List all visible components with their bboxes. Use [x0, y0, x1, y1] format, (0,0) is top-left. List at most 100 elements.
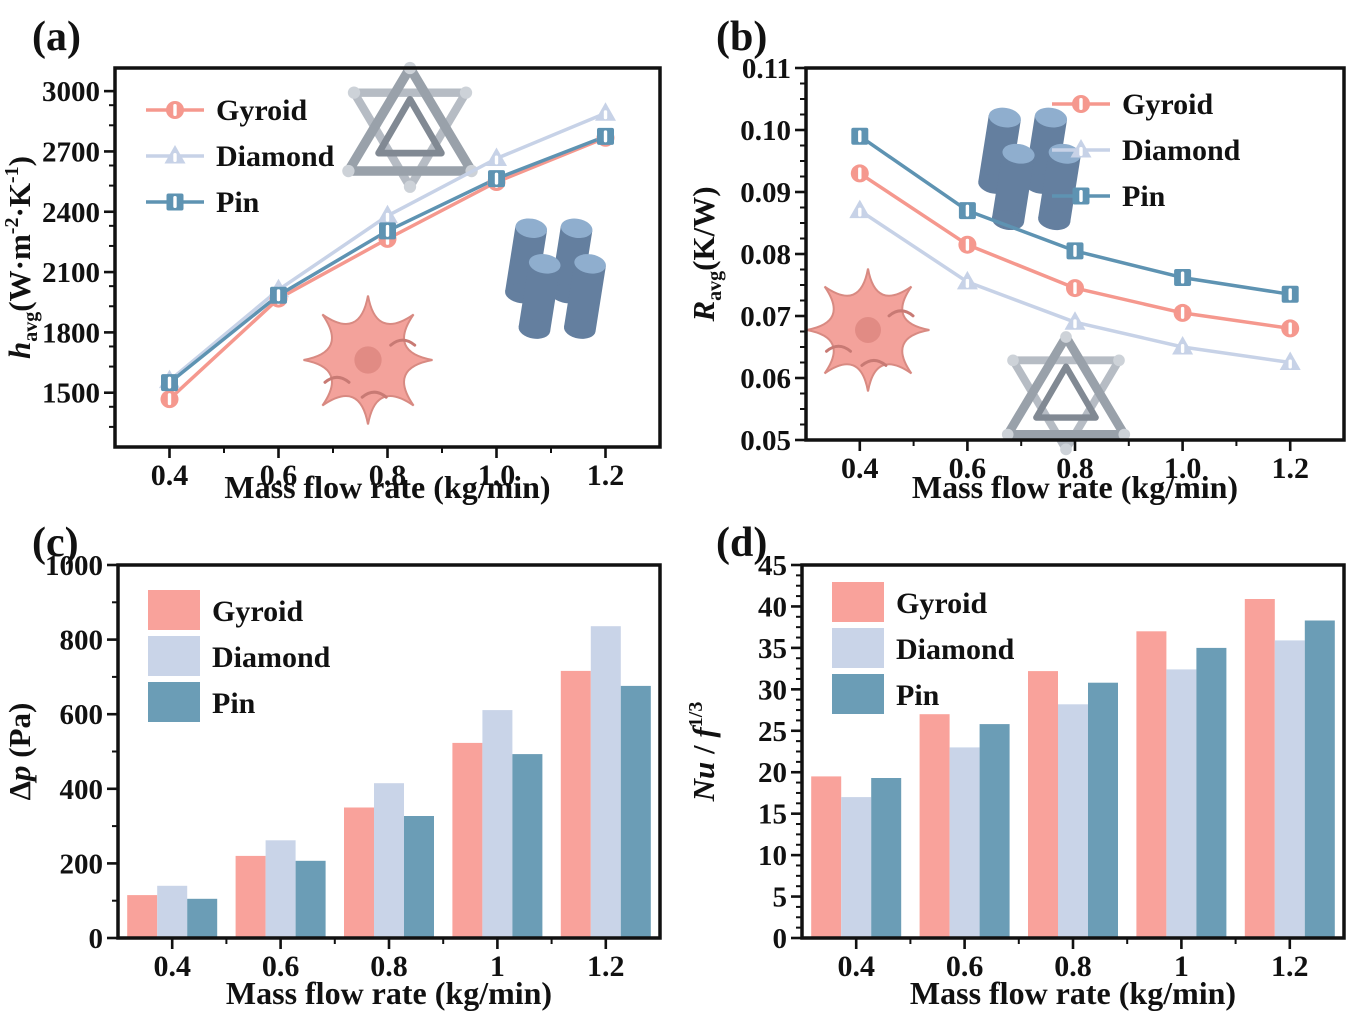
bar — [841, 797, 872, 938]
bar — [482, 710, 513, 938]
bar — [560, 670, 591, 938]
bar — [1304, 620, 1335, 938]
legend-item-gyroid: Gyroid — [832, 582, 987, 622]
y-tick-label: 0 — [773, 923, 788, 955]
panel-b: 0.4 0.6 0.8 1.0 1.2 0.05 0.06 0.07 0.08 0.09 0.10 0… — [684, 0, 1368, 506]
bar — [452, 742, 483, 938]
x-tick-label: 0.6 — [262, 950, 300, 983]
x-axis: 0.4 0.6 0.8 1.0 1.2 — [151, 447, 624, 492]
y-tick-label: 3000 — [42, 76, 100, 108]
data-point — [850, 164, 869, 183]
y-tick-label: 5 — [773, 882, 788, 914]
x-tick-label: 1 — [490, 950, 505, 983]
bar — [1274, 640, 1305, 938]
bar — [979, 724, 1010, 938]
data-point — [379, 222, 396, 240]
y-tick-label: 2400 — [42, 197, 100, 229]
legend: Gyroid Diamond Pin — [146, 94, 335, 219]
markers-pin — [161, 127, 614, 392]
y-axis: 0 200 400 600 800 1000 — [45, 550, 118, 955]
legend-label: Diamond — [216, 140, 335, 173]
data-point — [1173, 303, 1192, 322]
data-point — [161, 374, 178, 392]
legend-label: Gyroid — [1122, 88, 1213, 121]
bar — [871, 778, 902, 938]
y-tick-label: 200 — [60, 848, 104, 880]
legend-item-diamond: Diamond — [832, 628, 1015, 668]
panel-c: 0.4 0.6 0.8 1 1.2 0 200 400 600 800 1000 Mass flow … — [0, 506, 684, 1012]
y-tick-label: 0.09 — [740, 177, 791, 209]
y-tick-label: 15 — [758, 799, 787, 831]
bars-gyroid — [811, 599, 1275, 938]
bar — [1058, 704, 1088, 938]
legend-item-gyroid: Gyroid — [148, 590, 303, 630]
legend-item-pin: Pin — [1052, 180, 1166, 213]
markers-diamond — [849, 199, 1301, 370]
bars-pin — [871, 620, 1335, 938]
panel-label: (b) — [716, 14, 767, 60]
y-tick-label: 35 — [758, 633, 787, 665]
data-point — [160, 390, 179, 409]
y-tick-label: 2700 — [42, 136, 100, 168]
legend-item-pin: Pin — [146, 186, 260, 219]
y-tick-label: 40 — [758, 591, 787, 623]
y-axis-title: Nu / f1/3 — [685, 702, 721, 803]
y-tick-label: 0 — [89, 923, 104, 955]
y-tick-label: 1000 — [45, 550, 103, 582]
y-tick-label: 0.05 — [740, 425, 791, 457]
legend-label: Diamond — [1122, 134, 1241, 167]
data-point — [1174, 269, 1192, 287]
data-point — [166, 193, 184, 211]
bars-diamond — [157, 626, 621, 938]
data-point — [1066, 279, 1084, 298]
bar — [919, 714, 950, 938]
bar — [344, 807, 374, 938]
legend-item-diamond: Diamond — [146, 140, 335, 173]
y-tick-label: 2100 — [42, 257, 100, 289]
x-tick-label: 0.8 — [1054, 950, 1092, 983]
gyroid-structure-image — [303, 295, 433, 425]
data-point — [1281, 319, 1300, 338]
bar — [1136, 631, 1167, 938]
x-axis-title: Mass flow rate (kg/min) — [226, 975, 552, 1011]
x-tick-label: 1 — [1174, 950, 1189, 983]
bar — [1196, 647, 1227, 938]
x-axis-title: Mass flow rate (kg/min) — [912, 469, 1238, 505]
x-tick-label: 0.6 — [260, 459, 298, 492]
panel-label: (c) — [32, 520, 79, 566]
y-axis: 1500 1800 2100 2400 2700 3000 — [42, 76, 115, 428]
bars-pin — [187, 685, 651, 938]
bar — [620, 685, 651, 938]
data-point — [164, 145, 186, 164]
y-tick-label: 10 — [758, 840, 787, 872]
y-axis: 0 5 10 15 20 25 30 35 40 45 — [758, 550, 802, 955]
x-tick-label: 0.4 — [151, 459, 189, 492]
y-tick-label: 25 — [758, 716, 787, 748]
chart-b: 0.4 0.6 0.8 1.0 1.20.050.060.070.080.090.100… — [686, 14, 1346, 505]
x-axis: 0.4 0.6 0.8 1 1.2 — [837, 938, 1309, 983]
x-tick-label: 0.6 — [946, 950, 984, 983]
bar — [512, 754, 543, 938]
panel-a: 0.4 0.6 0.8 1.0 1.2 1500 1800 2100 2400 2700 3000 M… — [0, 0, 684, 506]
data-point — [1172, 336, 1194, 355]
legend-label: Gyroid — [896, 587, 987, 620]
legend-item-diamond: Diamond — [148, 636, 331, 676]
legend-item-pin: Pin — [148, 682, 256, 722]
data-point — [1072, 187, 1090, 205]
legend-item-gyroid: Gyroid — [146, 94, 307, 127]
y-tick-label: 45 — [758, 550, 787, 582]
legend-label: Gyroid — [212, 595, 303, 628]
y-tick-label: 0.07 — [740, 301, 791, 333]
y-tick-label: 0.08 — [740, 239, 791, 271]
legend-label: Diamond — [212, 641, 331, 674]
legend-label: Gyroid — [216, 94, 307, 127]
gyroid-structure-image — [806, 268, 930, 392]
bar — [949, 747, 980, 938]
bar — [187, 898, 218, 938]
data-point — [166, 101, 184, 119]
data-point — [849, 199, 871, 219]
x-tick-label: 1.2 — [587, 950, 625, 983]
x-tick-label: 1.2 — [1271, 452, 1309, 485]
bar — [235, 855, 266, 938]
data-point — [1281, 285, 1299, 303]
